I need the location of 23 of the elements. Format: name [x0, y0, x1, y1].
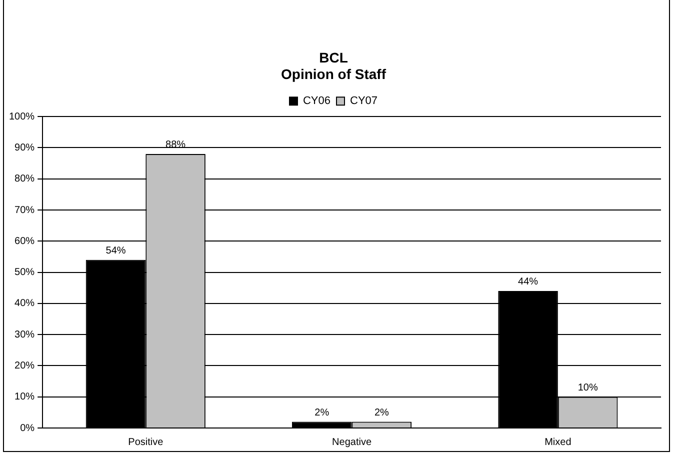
data-label: 54% — [106, 246, 126, 257]
y-tick-label: 0% — [20, 422, 35, 434]
y-tick-label: 10% — [14, 392, 35, 403]
data-label: 44% — [518, 276, 538, 288]
x-tick-label: Negative — [332, 436, 372, 448]
y-tick-label: 30% — [14, 329, 35, 340]
y-tick-label: 60% — [14, 236, 35, 247]
y-tick-label: 50% — [14, 267, 35, 278]
y-tick-label: 20% — [14, 360, 35, 372]
text: Opinion of Staff — [281, 66, 386, 82]
text: BCL — [319, 49, 348, 66]
legend-label: CY06 — [302, 95, 331, 108]
y-tick-label: 80% — [14, 174, 35, 185]
y-tick-label: 100% — [9, 111, 35, 122]
data-label: 2% — [314, 408, 330, 419]
x-tick-label: Mixed — [544, 436, 572, 448]
data-label: 2% — [374, 408, 390, 419]
y-tick-label: 70% — [14, 204, 35, 216]
y-tick-label: 90% — [14, 142, 35, 154]
y-tick-label: 40% — [14, 298, 35, 310]
x-tick-label: Positive — [128, 436, 164, 448]
legend-label: CY07 — [350, 95, 378, 108]
data-label: 10% — [578, 382, 598, 394]
